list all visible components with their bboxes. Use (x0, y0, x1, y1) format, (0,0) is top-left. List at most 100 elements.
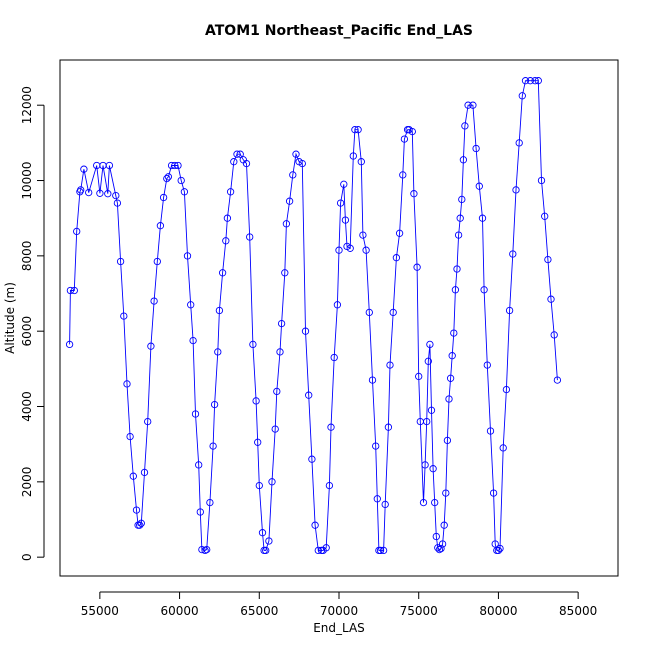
data-point (246, 233, 254, 241)
data-point (376, 546, 385, 555)
data-point (389, 308, 397, 317)
data-point (512, 186, 520, 194)
data-point (277, 319, 286, 328)
data-point (180, 188, 189, 196)
data-point (379, 546, 388, 555)
data-point (271, 425, 279, 433)
data-point (191, 410, 200, 418)
data-point (305, 391, 313, 399)
x-tick-label: 70000 (320, 604, 358, 618)
data-point (282, 220, 291, 228)
data-point (73, 227, 81, 236)
data-point (386, 361, 394, 369)
data-point (456, 214, 464, 222)
data-point (129, 472, 137, 480)
data-point (518, 92, 526, 100)
data-point (413, 263, 421, 271)
data-point (502, 385, 511, 394)
y-tick-label: 8000 (20, 241, 34, 272)
data-point (450, 329, 458, 337)
data-point (322, 544, 330, 552)
data-point (249, 340, 257, 349)
data-point (105, 161, 114, 170)
data-point (446, 374, 455, 382)
y-tick-label: 10000 (20, 161, 34, 199)
data-point (451, 286, 460, 294)
data-point (96, 189, 104, 197)
data-point (156, 222, 165, 230)
data-point (432, 532, 440, 541)
data-point (349, 152, 357, 160)
data-point (547, 295, 555, 303)
data-point (475, 182, 483, 190)
data-point (126, 432, 134, 441)
data-point (442, 489, 450, 497)
data-point (273, 387, 281, 396)
data-point (226, 188, 235, 196)
data-point (132, 506, 141, 514)
data-point (415, 372, 423, 381)
data-point (123, 380, 131, 388)
data-point (534, 77, 542, 85)
data-point (70, 286, 78, 295)
data-point (459, 156, 468, 164)
data-point (218, 269, 227, 277)
data-point (359, 231, 367, 239)
data-point (222, 237, 230, 245)
data-point (195, 461, 203, 469)
data-point (265, 537, 273, 545)
plot-frame (59, 59, 619, 577)
data-point (429, 465, 437, 473)
data-point (140, 468, 149, 477)
data-point (408, 127, 416, 136)
data-point (80, 165, 88, 173)
data-point (395, 229, 404, 237)
data-point (423, 417, 431, 426)
data-point (480, 286, 488, 294)
data-point (341, 216, 350, 224)
data-point (373, 495, 381, 503)
x-tick-label: 60000 (160, 604, 198, 618)
data-point (65, 340, 74, 349)
data-point (550, 331, 558, 339)
data-point (505, 306, 514, 315)
data-point (365, 308, 373, 317)
data-point (104, 190, 112, 198)
data-point (424, 357, 432, 365)
data-point (553, 376, 562, 384)
data-point (254, 438, 262, 446)
data-point (427, 406, 436, 414)
data-point (458, 195, 466, 204)
data-point (113, 199, 122, 207)
data-point (340, 180, 348, 188)
data-point (453, 265, 461, 273)
data-point (419, 498, 428, 507)
data-point (308, 455, 316, 463)
data-point (144, 417, 152, 426)
data-point (346, 244, 354, 252)
data-point (381, 500, 389, 509)
data-point (255, 481, 263, 490)
data-point (464, 101, 472, 109)
data-point (233, 150, 241, 158)
data-point (431, 498, 439, 507)
data-point (236, 150, 244, 158)
x-tick-label: 65000 (240, 604, 278, 618)
y-axis: 0 2000 4000 6000 8000 10000 12000 (20, 86, 45, 561)
data-point (230, 158, 238, 166)
data-point (85, 188, 93, 197)
data-point (489, 489, 498, 497)
data-point (262, 546, 270, 555)
data-point (258, 529, 267, 537)
data-point (325, 481, 334, 490)
data-point (384, 423, 393, 431)
data-point (189, 336, 197, 345)
data-point (521, 77, 530, 85)
data-point (327, 423, 335, 431)
data-point (445, 395, 453, 403)
data-point (242, 159, 251, 168)
data-point (354, 126, 362, 134)
data-point (153, 257, 161, 266)
data-point (437, 544, 445, 553)
